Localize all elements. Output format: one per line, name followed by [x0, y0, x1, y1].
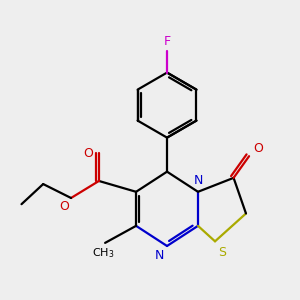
Text: N: N [154, 249, 164, 262]
Text: F: F [164, 35, 171, 48]
Text: O: O [83, 147, 93, 160]
Text: S: S [218, 246, 226, 259]
Text: O: O [60, 200, 70, 212]
Text: N: N [194, 174, 204, 187]
Text: CH$_3$: CH$_3$ [92, 247, 115, 260]
Text: O: O [253, 142, 263, 154]
